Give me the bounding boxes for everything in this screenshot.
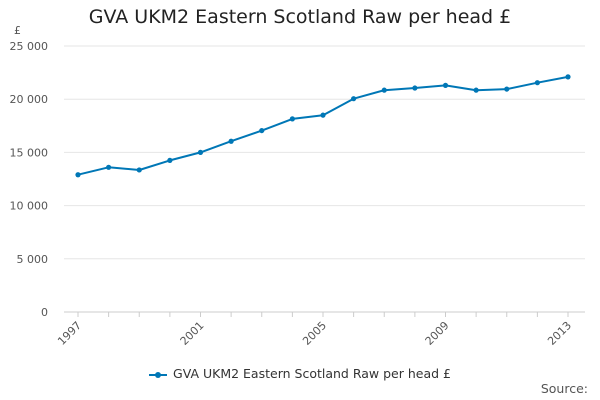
data-point[interactable] xyxy=(565,74,571,80)
y-axis-unit-label: £ xyxy=(14,24,21,37)
data-point[interactable] xyxy=(412,85,418,91)
data-point[interactable] xyxy=(320,112,326,118)
data-point[interactable] xyxy=(75,172,81,178)
data-point[interactable] xyxy=(534,80,540,86)
data-point[interactable] xyxy=(504,86,510,92)
data-point[interactable] xyxy=(442,82,449,88)
legend[interactable]: GVA UKM2 Eastern Scotland Raw per head £ xyxy=(0,366,600,381)
data-point[interactable] xyxy=(351,96,357,102)
x-tick-label: 1997 xyxy=(55,319,84,348)
data-point[interactable] xyxy=(167,157,173,163)
x-tick-label: 2009 xyxy=(423,319,452,348)
chart-title: GVA UKM2 Eastern Scotland Raw per head £ xyxy=(88,6,512,28)
legend-label: GVA UKM2 Eastern Scotland Raw per head £ xyxy=(173,366,451,381)
y-tick-label: 5 000 xyxy=(17,253,49,266)
y-axis-ticks: 0 5 000 10 000 15 000 20 000 25 000 xyxy=(10,40,49,319)
series-group xyxy=(75,74,571,178)
data-point[interactable] xyxy=(228,138,234,144)
data-point[interactable] xyxy=(473,87,479,93)
series-line[interactable] xyxy=(77,75,569,176)
x-axis-ticks: 1997 2001 2005 2009 2013 xyxy=(55,312,574,348)
y-tick-label: 10 000 xyxy=(10,200,49,213)
data-point[interactable] xyxy=(289,116,295,122)
data-point[interactable] xyxy=(106,164,112,170)
x-tick-label: 2001 xyxy=(178,319,207,348)
x-tick-label: 2005 xyxy=(300,319,329,348)
y-tick-label: 0 xyxy=(41,306,48,319)
data-point[interactable] xyxy=(259,127,265,134)
data-point[interactable] xyxy=(197,149,204,155)
data-point[interactable] xyxy=(381,87,387,93)
legend-swatch xyxy=(149,370,168,380)
data-point[interactable] xyxy=(136,167,142,173)
source-label: Source: xyxy=(540,381,588,396)
y-tick-label: 15 000 xyxy=(10,146,49,159)
x-tick-label: 2013 xyxy=(545,319,574,348)
y-tick-label: 20 000 xyxy=(10,93,49,106)
gridlines xyxy=(64,45,585,313)
y-tick-label: 25 000 xyxy=(10,40,49,53)
